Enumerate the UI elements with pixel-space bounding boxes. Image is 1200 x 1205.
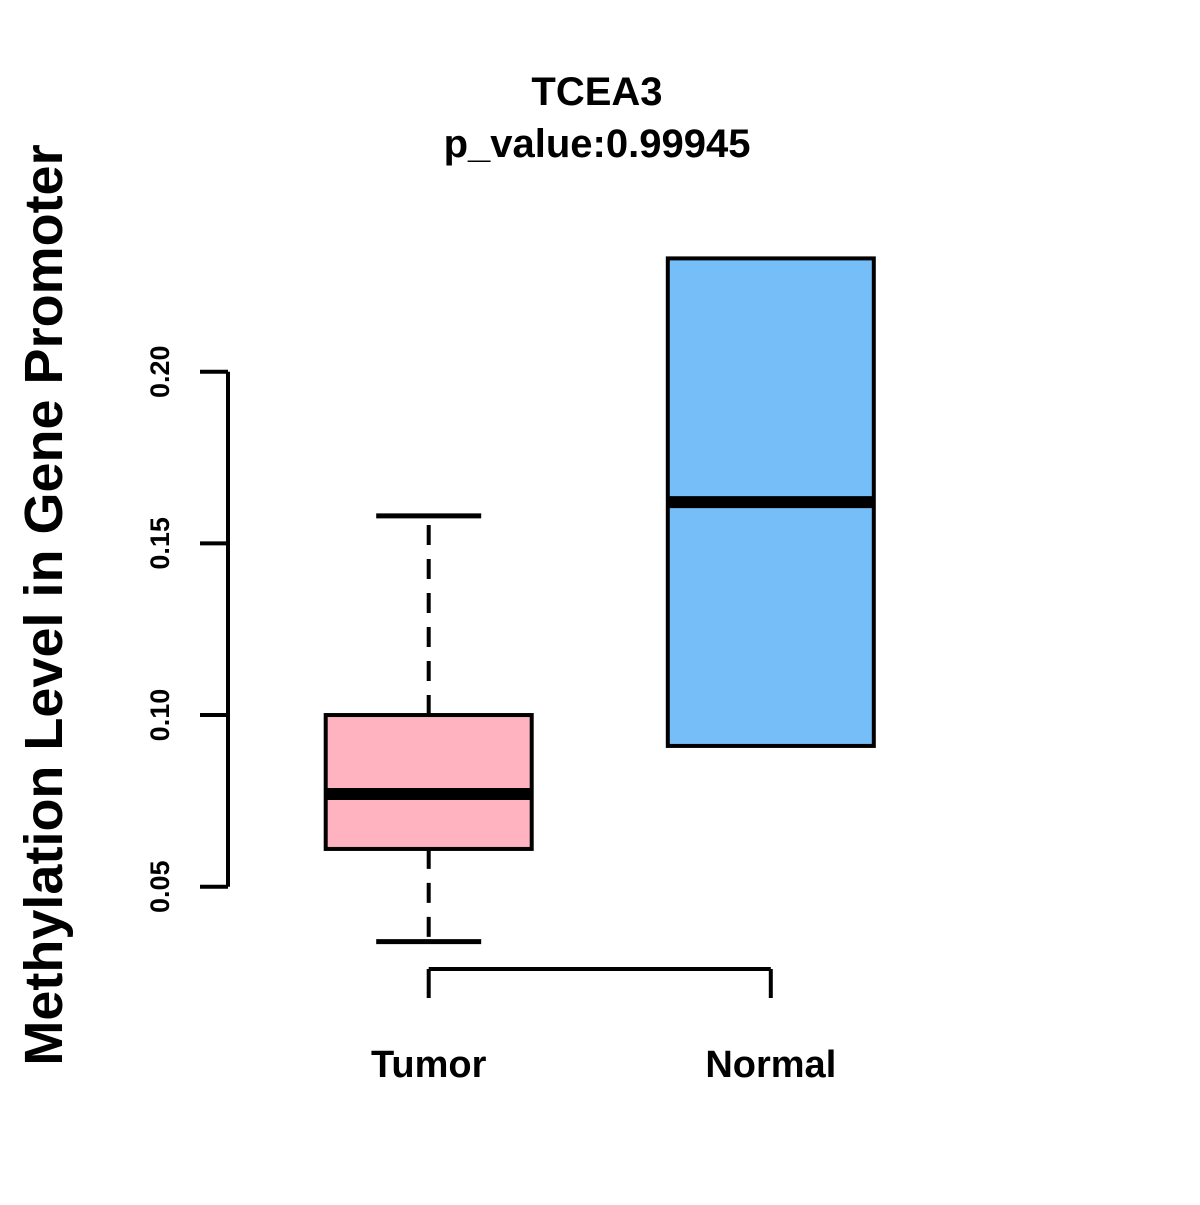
x-axis	[426, 967, 773, 998]
x-category-labels: Tumor Normal	[371, 1044, 836, 1086]
y-tick-label: 0.15	[145, 517, 175, 570]
y-tick-label: 0.05	[145, 860, 175, 913]
boxplot-tumor	[323, 513, 534, 945]
boxplot-boxes	[323, 256, 876, 945]
category-label-tumor: Tumor	[371, 1044, 487, 1086]
y-tick-label: 0.10	[145, 689, 175, 742]
y-axis: 0.05 0.10 0.15 0.20	[145, 345, 230, 913]
chart-subtitle: p_value:0.99945	[444, 122, 751, 166]
y-tick-label: 0.20	[145, 345, 175, 398]
category-label-normal: Normal	[705, 1044, 836, 1086]
boxplot-normal	[665, 256, 876, 748]
y-axis-label: Methylation Level in Gene Promoter	[14, 144, 74, 1065]
iqr-box	[323, 713, 534, 851]
chart-title: TCEA3	[531, 70, 662, 114]
